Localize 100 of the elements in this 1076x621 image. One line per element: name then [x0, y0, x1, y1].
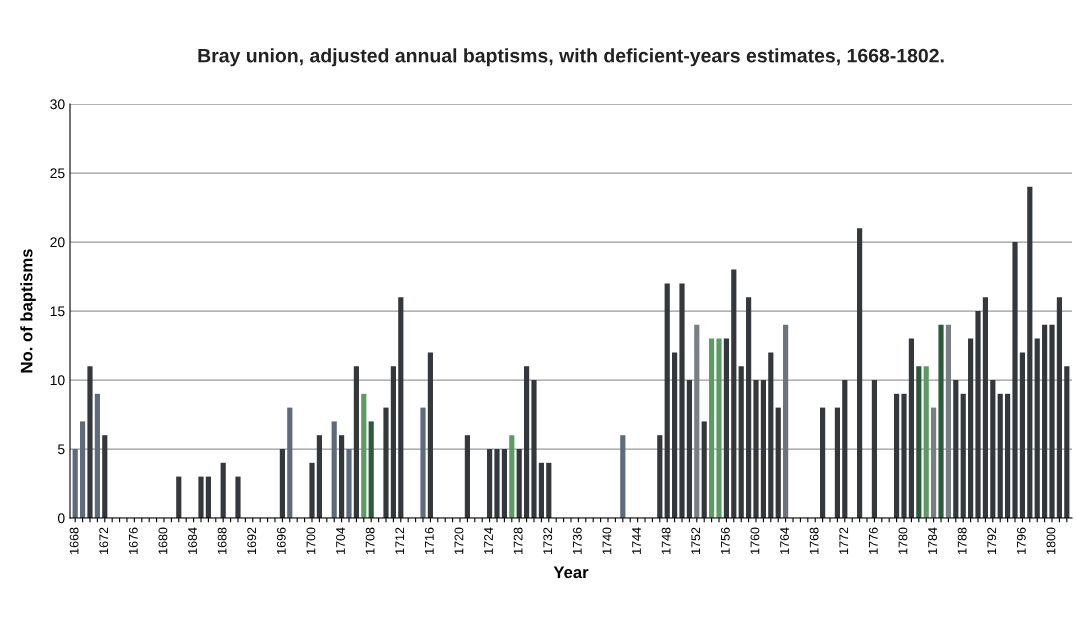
x-tick-label: 1796	[1016, 527, 1026, 554]
bar	[723, 338, 729, 518]
x-tick-label: 1792	[987, 527, 997, 554]
bar	[672, 352, 678, 518]
bar	[390, 366, 396, 518]
bar	[1064, 366, 1070, 518]
bar	[427, 352, 433, 518]
x-tick-label: 1672	[99, 527, 109, 554]
bar	[709, 338, 715, 518]
bar	[102, 435, 108, 518]
bar	[1005, 393, 1011, 518]
chart-title: Bray union, adjusted annual baptisms, with deficient-years estimates, 1668-1802.	[198, 48, 944, 67]
x-tick-label: 1800	[1046, 527, 1056, 554]
bar	[309, 462, 315, 518]
bar	[760, 380, 766, 518]
x-tick-label: 1688	[217, 527, 227, 554]
bar	[94, 393, 100, 518]
bar	[524, 366, 530, 518]
bar	[753, 380, 759, 518]
bar	[1042, 324, 1048, 518]
bar	[960, 393, 966, 518]
bar	[198, 476, 204, 518]
bar	[420, 407, 426, 518]
bar	[339, 435, 345, 518]
x-tick-label: 1736	[572, 527, 582, 554]
bar	[368, 421, 374, 518]
y-tick-label: 0	[57, 513, 65, 524]
bar	[775, 407, 781, 518]
x-tick-label: 1788	[957, 527, 967, 554]
x-tick-label: 1760	[750, 527, 760, 554]
bar	[901, 393, 907, 518]
x-tick-label: 1692	[247, 527, 257, 554]
bar	[842, 380, 848, 518]
bar	[731, 269, 737, 518]
bar	[945, 324, 952, 518]
bar	[72, 449, 78, 518]
bar	[531, 380, 537, 518]
x-tick-label: 1696	[276, 527, 286, 554]
bar	[820, 407, 826, 518]
bar	[953, 380, 959, 518]
bar	[538, 462, 544, 518]
bar	[383, 407, 389, 518]
x-axis-title: Year	[553, 566, 589, 579]
bar	[923, 366, 929, 518]
bar	[316, 435, 322, 518]
bar	[768, 352, 774, 518]
bar	[1012, 242, 1018, 518]
x-tick-label: 1780	[898, 527, 908, 554]
x-tick-label: 1740	[602, 527, 612, 554]
bar	[331, 421, 337, 518]
bar	[834, 407, 840, 518]
bar	[464, 435, 470, 518]
y-axis-title: No. of baptisms	[20, 249, 36, 373]
bar	[1056, 297, 1063, 518]
bar	[657, 435, 663, 518]
bar	[346, 449, 352, 518]
bar	[908, 338, 914, 518]
bar	[894, 393, 900, 518]
bar	[871, 380, 877, 518]
bar	[916, 366, 922, 518]
x-tick-label: 1776	[868, 527, 878, 554]
x-tick-label: 1684	[188, 527, 197, 554]
x-tick-label: 1720	[454, 527, 464, 554]
bar	[664, 283, 670, 518]
bar	[1034, 338, 1040, 518]
bar	[487, 449, 493, 518]
x-tick-label: 1724	[484, 527, 493, 554]
bar	[857, 228, 863, 518]
bar	[235, 476, 241, 518]
x-tick-label: 1704	[336, 527, 345, 554]
bar	[679, 283, 685, 518]
bar	[509, 435, 515, 518]
x-tick-label: 1764	[780, 527, 789, 554]
bar	[701, 421, 707, 518]
bar	[287, 407, 293, 518]
y-tick-label: 30	[50, 99, 65, 110]
bar	[975, 311, 981, 518]
bar	[738, 366, 744, 518]
bar	[546, 462, 552, 518]
x-tick-label: 1676	[128, 527, 138, 554]
x-tick-label: 1756	[720, 527, 730, 554]
x-tick-label: 1772	[839, 527, 849, 554]
x-tick-label: 1708	[365, 527, 375, 554]
bar	[79, 421, 86, 518]
x-tick-label: 1732	[543, 527, 553, 554]
x-tick-label: 1752	[691, 527, 701, 554]
bar	[494, 449, 500, 518]
bar	[746, 297, 752, 518]
bar	[87, 366, 93, 518]
bar	[990, 380, 996, 518]
bar	[938, 324, 944, 518]
x-tick-label: 1744	[632, 527, 641, 554]
bar	[516, 449, 522, 518]
x-tick-label: 1680	[158, 527, 168, 554]
bar	[361, 393, 367, 518]
bar	[968, 338, 974, 518]
bar	[694, 324, 700, 518]
bar	[398, 297, 404, 518]
bar	[279, 449, 285, 518]
bar	[620, 435, 626, 518]
